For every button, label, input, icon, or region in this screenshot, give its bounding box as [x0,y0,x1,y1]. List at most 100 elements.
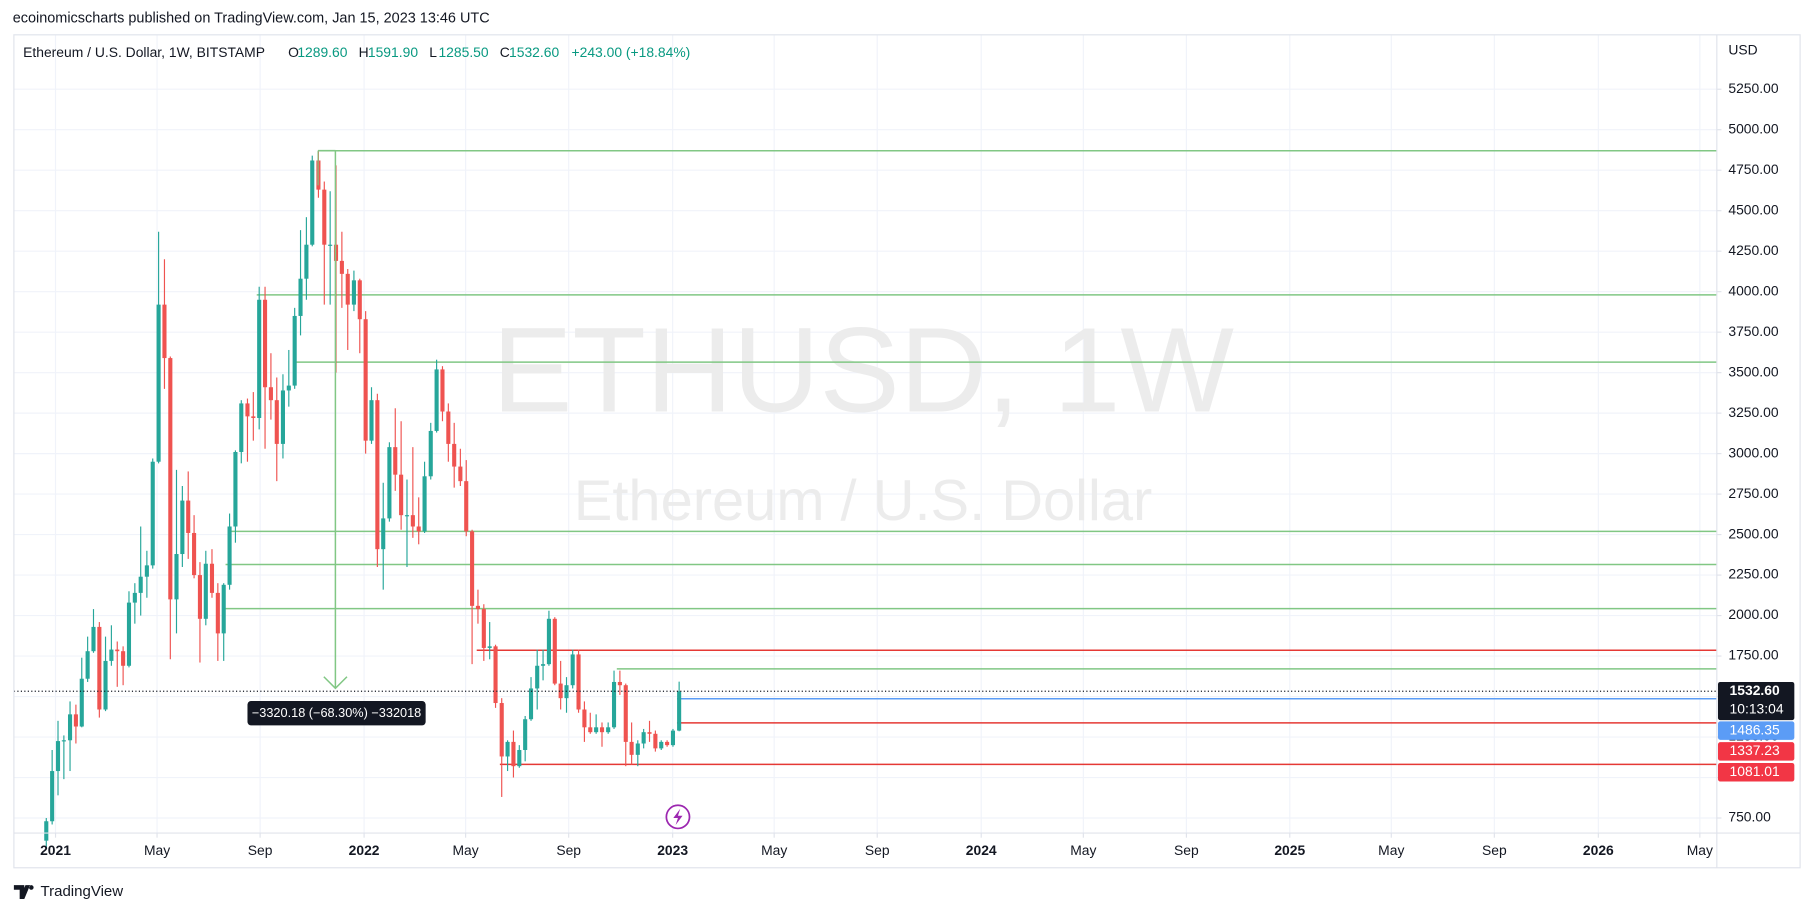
brand-name: TradingView [40,883,123,900]
candle-body [292,315,297,386]
candle-body [446,411,451,444]
x-tick-label: 2022 [349,842,380,858]
candle-body [103,660,108,710]
chart-frame [13,34,1801,869]
y-tick-label: 2500.00 [1728,525,1778,541]
y-tick-label: 2000.00 [1728,606,1778,622]
candle-body [115,649,120,652]
watermark: ETHUSD, 1W Ethereum / U.S. Dollar [492,303,1234,532]
y-tick-label: 750.00 [1728,809,1771,825]
x-tick-label: May [1378,842,1404,858]
candle-body [67,714,73,741]
candle-body [670,730,676,746]
x-tick-label: 2026 [1583,842,1614,858]
candle-body [481,609,486,648]
candle-body [665,741,670,746]
candle-body [50,771,55,822]
last-price-label: 1532.60 [1730,682,1780,698]
x-tick-label: May [1070,842,1096,858]
candle-body [558,683,563,699]
candle-body [487,646,492,648]
candle-body [150,461,155,566]
measure-label: −3320.18 (−68.30%) −332018 [252,705,421,720]
candle-body [399,474,404,516]
candle-body [381,518,386,550]
candle-body [79,678,84,727]
y-tick-label: 1750.00 [1728,647,1778,663]
x-tick-label: May [144,842,170,858]
last-price-box [1717,682,1795,721]
candle-body [121,651,126,666]
legend-value: 1532.60 [509,44,559,60]
candle-body [310,160,315,245]
candle-body [132,592,137,603]
candle-body [168,358,173,600]
candle-body [375,400,380,550]
candle-body [528,688,534,720]
candle-body [570,654,575,686]
candle-body [505,741,510,757]
candle-body [659,741,664,749]
legend-value: 1591.90 [368,44,418,60]
watermark-description: Ethereum / U.S. Dollar [574,469,1152,533]
candle-body [203,563,208,619]
candle-body [404,515,410,517]
level-price-box [1717,742,1795,761]
candle-body [286,385,291,391]
candle-body [546,618,551,665]
x-tick-label: Sep [556,842,581,858]
candle-body [475,605,481,610]
candle-body [192,532,197,576]
candle-body [274,400,279,444]
brand-logo: TradingView [13,883,123,900]
candle-body [363,319,368,441]
candle-body [599,727,605,733]
candle-body [298,278,303,316]
candle-body [576,654,581,710]
grid [13,34,1717,834]
candle-body [647,732,652,734]
x-tick-label: 2021 [40,842,71,858]
publisher-line: ecoinomicscharts published on TradingVie… [13,10,490,26]
candle-body [464,481,469,532]
candle-body [156,304,161,462]
candle-body [629,741,634,755]
candle-body [369,400,374,441]
candle-body [623,685,628,742]
icon-bolt [673,808,683,825]
candle-body [393,447,398,475]
level-price-box [1717,762,1795,782]
candle-body [162,304,167,359]
candle-body [257,299,262,418]
x-tick-label: 2024 [966,842,997,858]
candle-body [428,430,433,477]
measure-label-box [247,701,426,726]
candle-body [245,403,250,417]
legend-key: O [288,44,299,60]
candle-body [339,260,344,274]
candle-body [517,749,522,767]
x-tick-label: 2025 [1274,842,1305,858]
legend-key: C [500,44,510,60]
logo-mark [13,885,34,900]
axes: 750.001000.001250.001500.001750.002000.0… [40,80,1795,858]
candle-body [422,476,427,532]
candle-body [594,727,599,733]
y-tick-label: 4750.00 [1728,161,1778,177]
candle-body [186,500,191,533]
candle-body [126,602,132,666]
x-tick-label: Sep [865,842,890,858]
y-tick-label: 4000.00 [1728,282,1778,298]
candle-body [91,626,96,652]
candle-body [351,280,356,305]
candle-body [470,531,475,606]
candle-body [458,466,463,482]
y-tick-label: 3500.00 [1728,363,1778,379]
candle-body [209,563,215,593]
candle-body [410,515,415,527]
legend-key: H [359,44,369,60]
candle-body [233,451,238,527]
candle-body [635,743,640,755]
